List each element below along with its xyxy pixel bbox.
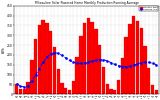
Bar (155, 90, 158, 94)
Bar (83, 22, 86, 94)
Bar (90, 22, 94, 94)
Bar (102, 67, 105, 94)
Bar (94, 29, 98, 94)
Bar (106, 84, 109, 94)
Title: Milwaukee Solar Powered Home Monthly Production Running Average: Milwaukee Solar Powered Home Monthly Pro… (35, 1, 139, 5)
Bar (38, 26, 41, 94)
Bar (140, 28, 143, 94)
Bar (128, 24, 132, 94)
Bar (87, 18, 90, 94)
Bar (117, 80, 120, 94)
Bar (98, 45, 101, 94)
Bar (113, 90, 116, 94)
Bar (49, 31, 52, 94)
Bar (15, 84, 18, 94)
Bar (124, 37, 128, 94)
Bar (64, 88, 68, 94)
Bar (53, 47, 56, 94)
Bar (34, 39, 37, 94)
Bar (41, 20, 45, 94)
Bar (143, 46, 147, 94)
Bar (72, 81, 75, 94)
Bar (45, 24, 49, 94)
Bar (60, 82, 64, 94)
Bar (75, 57, 79, 94)
Bar (151, 84, 154, 94)
Bar (109, 89, 113, 94)
Bar (23, 89, 26, 94)
Bar (79, 36, 83, 94)
Bar (56, 69, 60, 94)
Bar (19, 89, 22, 94)
Bar (68, 90, 71, 94)
Bar (26, 82, 30, 94)
Bar (30, 60, 33, 94)
Bar (147, 68, 150, 94)
Bar (136, 20, 139, 94)
Bar (132, 16, 135, 94)
Bar (121, 58, 124, 94)
Y-axis label: kWh: kWh (1, 47, 5, 53)
Legend: Monthly kWh, Running Avg: Monthly kWh, Running Avg (139, 6, 158, 11)
